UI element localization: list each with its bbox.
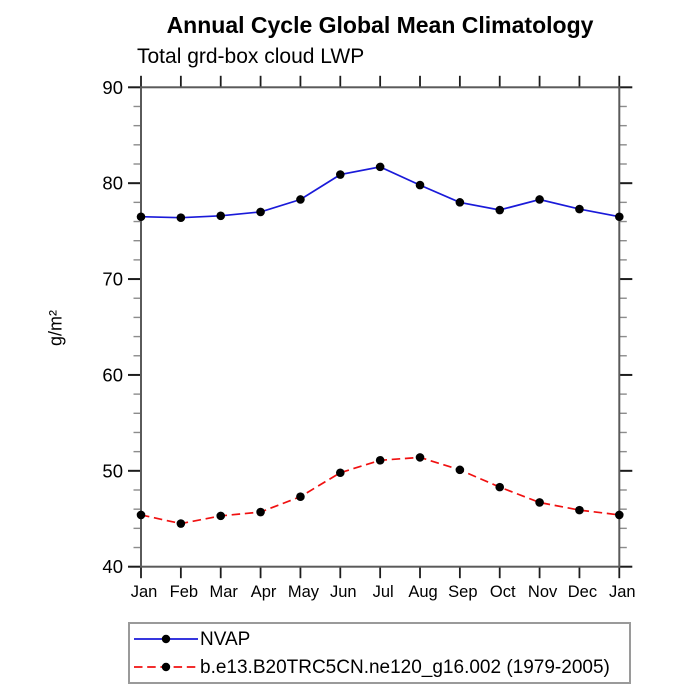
series-line-0 bbox=[140, 166, 620, 219]
x-axis-tick-label: Jan bbox=[131, 583, 158, 601]
data-point-marker bbox=[495, 482, 505, 492]
x-axis-tick-label: Mar bbox=[210, 583, 239, 601]
series-line-1 bbox=[140, 456, 620, 525]
legend-sample-model bbox=[134, 662, 198, 672]
legend-marker-sample bbox=[161, 662, 171, 672]
data-point-marker bbox=[296, 492, 305, 502]
data-point-marker bbox=[615, 510, 624, 520]
y-axis-tick-label: 50 bbox=[102, 460, 123, 481]
legend-label-model: b.e13.B20TRC5CN.ne120_g16.002 (1979-2005… bbox=[200, 656, 610, 678]
x-axis-tick-label: Apr bbox=[251, 583, 277, 601]
data-point-marker bbox=[216, 211, 226, 221]
x-axis-tick-label: Dec bbox=[568, 583, 597, 601]
x-axis-tick-label: Sep bbox=[448, 583, 477, 601]
data-point-marker bbox=[455, 198, 465, 207]
chart-subtitle: Total grd-box cloud LWP bbox=[137, 45, 365, 68]
data-point-marker bbox=[415, 180, 425, 190]
data-point-marker bbox=[455, 465, 465, 475]
data-point-marker bbox=[615, 212, 624, 222]
legend-entry-nvap: NVAP bbox=[130, 625, 629, 653]
data-point-marker bbox=[176, 519, 186, 528]
data-point-marker bbox=[535, 498, 544, 507]
x-axis-tick-label: Feb bbox=[170, 583, 198, 601]
data-point-marker bbox=[176, 213, 186, 222]
data-point-marker bbox=[335, 468, 345, 478]
data-point-marker bbox=[375, 455, 385, 465]
y-axis-tick-label: 60 bbox=[102, 364, 123, 385]
y-axis-tick-label: 90 bbox=[102, 77, 123, 98]
data-point-marker bbox=[375, 162, 385, 172]
y-axis-tick-label: 40 bbox=[102, 556, 123, 577]
legend-box: NVAP b.e13.B20TRC5CN.ne120_g16.002 (1979… bbox=[128, 622, 631, 684]
legend-label-nvap: NVAP bbox=[200, 628, 251, 650]
data-point-marker bbox=[335, 170, 345, 179]
x-axis-tick-label: May bbox=[288, 583, 320, 601]
data-point-marker bbox=[415, 453, 425, 462]
plot-frame bbox=[140, 86, 621, 568]
data-point-marker bbox=[216, 511, 226, 521]
data-point-marker bbox=[575, 505, 584, 515]
data-point-marker bbox=[296, 195, 305, 204]
x-axis-tick-label: Jun bbox=[330, 583, 357, 601]
chart-title: Annual Cycle Global Mean Climatology bbox=[166, 12, 594, 38]
x-axis-tick-label: Jan bbox=[609, 583, 636, 601]
data-point-marker bbox=[535, 195, 544, 204]
data-point-marker bbox=[136, 212, 146, 222]
x-axis-tick-label: Jul bbox=[373, 583, 394, 601]
y-axis-tick-label: 70 bbox=[102, 269, 123, 290]
legend-entry-model: b.e13.B20TRC5CN.ne120_g16.002 (1979-2005… bbox=[130, 653, 629, 681]
data-point-marker bbox=[495, 205, 505, 215]
y-axis-tick-label: 80 bbox=[102, 173, 123, 194]
legend-marker-sample bbox=[161, 634, 171, 644]
data-point-marker bbox=[575, 204, 584, 214]
legend-sample-nvap bbox=[134, 634, 198, 644]
data-point-marker bbox=[136, 510, 146, 520]
x-axis-tick-label: Nov bbox=[528, 583, 558, 601]
data-point-marker bbox=[256, 207, 265, 217]
x-axis-tick-label: Oct bbox=[490, 583, 516, 601]
x-axis-tick-label: Aug bbox=[408, 583, 437, 601]
data-point-marker bbox=[256, 507, 265, 517]
